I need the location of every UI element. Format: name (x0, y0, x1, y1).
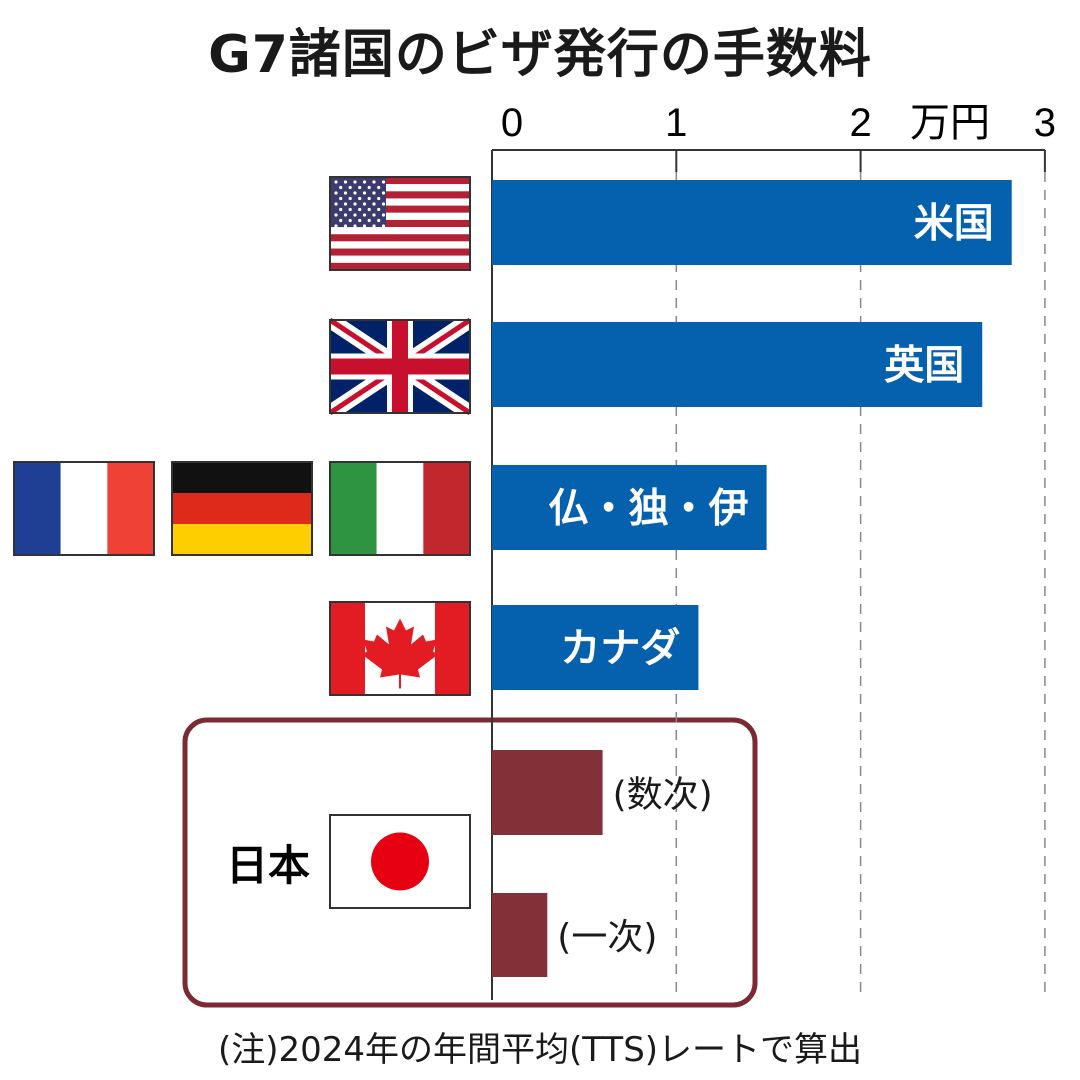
chart-note: (注)2024年の年間平均(TTS)レートで算出 (217, 1030, 863, 1070)
canada-flag-icon (329, 601, 471, 696)
bar-label: (数次) (613, 775, 713, 816)
japan-flag-icon (329, 814, 471, 909)
bar-label: (一次) (557, 917, 657, 958)
bar-label: カナダ (560, 626, 680, 672)
tick-label: 0 (501, 101, 523, 145)
germany-flag-icon (171, 461, 313, 556)
france-flag-icon (13, 461, 155, 556)
chart-title: G7諸国のビザ発行の手数料 (208, 25, 872, 85)
bar (492, 893, 548, 977)
bar (492, 180, 1012, 265)
bar-label: 仏・独・伊 (549, 486, 749, 532)
tick-label: 1 (665, 101, 687, 145)
bar (492, 322, 983, 407)
bar (492, 465, 767, 550)
uk-flag-icon (325, 313, 475, 420)
unit-label: 万円 (910, 101, 990, 145)
bar-label: 英国 (884, 343, 964, 389)
bar-label: 米国 (914, 201, 994, 247)
japan-group-box (182, 717, 758, 1008)
tick-label: 2 (849, 101, 871, 145)
bar (492, 750, 603, 835)
bar (492, 605, 699, 690)
italy-flag-icon (329, 461, 471, 556)
tick-label: 3 (1034, 101, 1056, 145)
japan-label: 日本 (226, 841, 310, 890)
usa-flag-icon (329, 176, 471, 271)
